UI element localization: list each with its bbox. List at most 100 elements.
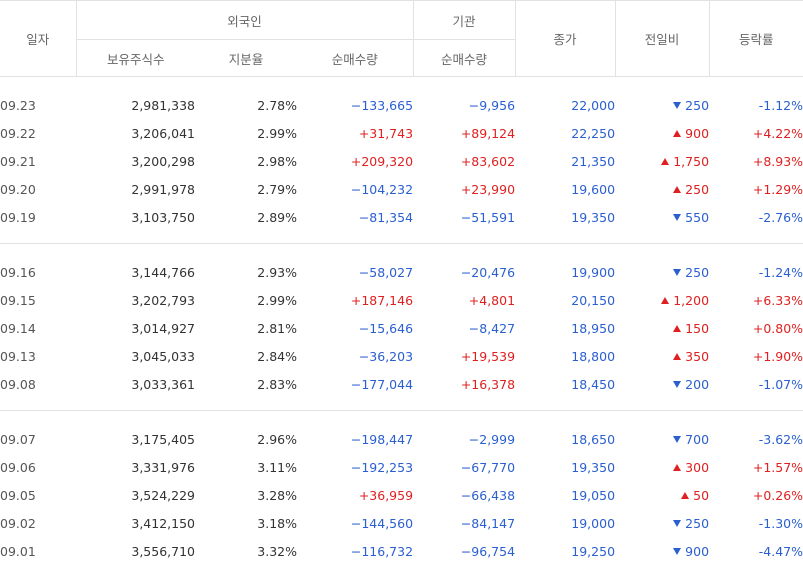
table-row: 09.19 3,103,750 2.89% −81,354 −51,591 19,350 5… (0, 203, 803, 231)
inst-net-cell: −84,147 (460, 515, 516, 531)
close-cell: 19,350 (571, 209, 616, 225)
foreign-net-cell: +36,959 (358, 487, 414, 503)
close-cell: 22,000 (571, 97, 616, 113)
date-cell: 09.13 (0, 348, 36, 364)
triangle-up-icon (673, 324, 682, 332)
table-row: 09.08 3,033,361 2.83% −177,044 +16,378 18,450… (0, 370, 803, 398)
holdings-cell: 3,206,041 (131, 125, 195, 141)
inst-net-cell: −2,999 (468, 431, 516, 447)
change-value: 50 (693, 487, 710, 503)
change-cell: 200 (615, 370, 709, 398)
rate-cell: +4.22% (752, 125, 803, 141)
table-header: 일자 외국인 기관 종가 전일비 등락률 보유주식수 지분율 순매수량 순매수량 (0, 0, 803, 77)
triangle-down-icon (673, 268, 682, 276)
date-cell: 09.07 (0, 431, 36, 447)
rate-cell: +8.93% (752, 153, 803, 169)
inst-net-cell: −96,754 (460, 543, 516, 559)
inst-net-cell: −67,770 (460, 459, 516, 475)
change-value: 550 (685, 209, 710, 225)
row-group: 09.23 2,981,338 2.78% −133,665 −9,956 22,000 2… (0, 77, 803, 244)
share-cell: 2.96% (257, 431, 297, 447)
rate-cell: -4.47% (758, 543, 803, 559)
close-cell: 20,150 (571, 292, 616, 308)
header-foreign-net: 순매수량 (297, 39, 414, 77)
header-institution: 기관 (412, 0, 516, 40)
change-cell: 50 (615, 481, 709, 509)
table-row: 09.14 3,014,927 2.81% −15,646 −8,427 18,950 15… (0, 314, 803, 342)
rate-cell: +0.80% (752, 320, 803, 336)
close-cell: 18,800 (571, 348, 616, 364)
header-foreign: 외국인 (75, 0, 414, 40)
close-cell: 18,450 (571, 376, 616, 392)
holdings-cell: 3,144,766 (131, 264, 195, 280)
share-cell: 2.89% (257, 209, 297, 225)
foreign-net-cell: −104,232 (350, 181, 414, 197)
rate-cell: -3.62% (758, 431, 803, 447)
date-cell: 09.22 (0, 125, 36, 141)
date-cell: 09.06 (0, 459, 36, 475)
date-cell: 09.21 (0, 153, 36, 169)
close-cell: 19,000 (571, 515, 616, 531)
holdings-cell: 2,981,338 (131, 97, 195, 113)
triangle-down-icon (673, 519, 682, 527)
share-cell: 3.32% (257, 543, 297, 559)
header-holdings: 보유주식수 (75, 39, 195, 77)
change-value: 300 (685, 459, 710, 475)
share-cell: 2.99% (257, 125, 297, 141)
table-row: 09.07 3,175,405 2.96% −198,447 −2,999 18,650 7… (0, 425, 803, 453)
change-value: 250 (685, 264, 710, 280)
rate-cell: +1.29% (752, 181, 803, 197)
change-value: 900 (685, 543, 710, 559)
change-value: 250 (685, 97, 710, 113)
foreign-net-cell: −36,203 (358, 348, 414, 364)
change-value: 900 (685, 125, 710, 141)
change-value: 150 (685, 320, 710, 336)
header-date: 일자 (0, 0, 76, 77)
share-cell: 2.84% (257, 348, 297, 364)
change-cell: 300 (615, 453, 709, 481)
rate-cell: -1.12% (758, 97, 803, 113)
foreign-net-cell: +31,743 (358, 125, 414, 141)
foreign-net-cell: −15,646 (358, 320, 414, 336)
change-cell: 250 (615, 509, 709, 537)
row-group: 09.16 3,144,766 2.93% −58,027 −20,476 19,900 2… (0, 244, 803, 411)
change-cell: 1,200 (615, 286, 709, 314)
date-cell: 09.16 (0, 264, 36, 280)
close-cell: 22,250 (571, 125, 616, 141)
inst-net-cell: +83,602 (460, 153, 516, 169)
holdings-cell: 3,412,150 (131, 515, 195, 531)
holdings-cell: 3,033,361 (131, 376, 195, 392)
foreign-net-cell: +187,146 (350, 292, 414, 308)
inst-net-cell: +16,378 (460, 376, 516, 392)
rate-cell: +1.90% (752, 348, 803, 364)
header-change: 전일비 (614, 0, 710, 77)
date-cell: 09.20 (0, 181, 36, 197)
change-cell: 1,750 (615, 147, 709, 175)
date-cell: 09.15 (0, 292, 36, 308)
triangle-up-icon (673, 185, 682, 193)
header-close: 종가 (514, 0, 616, 77)
share-cell: 2.98% (257, 153, 297, 169)
table-row: 09.02 3,412,150 3.18% −144,560 −84,147 19,000… (0, 509, 803, 537)
date-cell: 09.02 (0, 515, 36, 531)
date-cell: 09.14 (0, 320, 36, 336)
inst-net-cell: −8,427 (468, 320, 516, 336)
close-cell: 19,600 (571, 181, 616, 197)
header-share: 지분율 (195, 39, 297, 77)
rate-cell: -1.07% (758, 376, 803, 392)
change-cell: 250 (615, 91, 709, 119)
foreign-net-cell: −133,665 (350, 97, 414, 113)
close-cell: 19,050 (571, 487, 616, 503)
change-value: 700 (685, 431, 710, 447)
change-cell: 150 (615, 314, 709, 342)
share-cell: 3.28% (257, 487, 297, 503)
table-row: 09.16 3,144,766 2.93% −58,027 −20,476 19,900 2… (0, 258, 803, 286)
holdings-cell: 3,014,927 (131, 320, 195, 336)
triangle-up-icon (673, 129, 682, 137)
date-cell: 09.23 (0, 97, 36, 113)
triangle-down-icon (673, 547, 682, 555)
triangle-down-icon (673, 380, 682, 388)
investor-trend-table: 일자 외국인 기관 종가 전일비 등락률 보유주식수 지분율 순매수량 순매수량… (0, 0, 803, 559)
close-cell: 19,350 (571, 459, 616, 475)
foreign-net-cell: −58,027 (358, 264, 414, 280)
